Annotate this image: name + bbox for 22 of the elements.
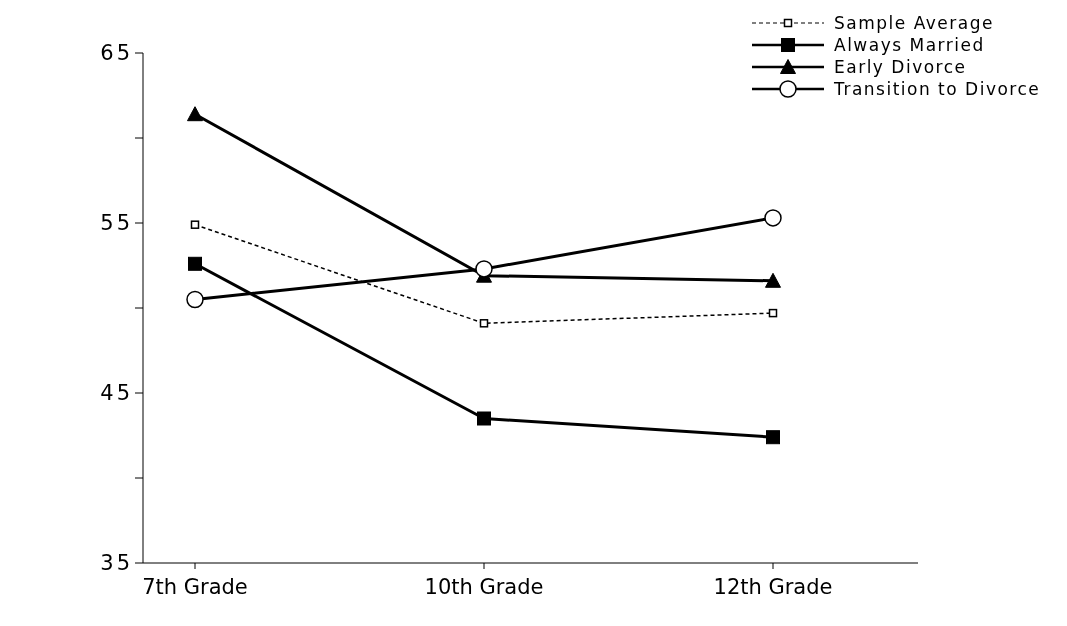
x-tick-label: 12th Grade bbox=[713, 574, 833, 599]
point bbox=[187, 106, 203, 122]
legend-label: Sample Average bbox=[834, 13, 994, 33]
point bbox=[477, 411, 491, 426]
y-tick-label: 45 bbox=[100, 381, 133, 406]
point bbox=[475, 260, 493, 278]
point bbox=[766, 430, 780, 445]
point bbox=[768, 308, 778, 318]
y-tick-label: 65 bbox=[100, 41, 133, 66]
point bbox=[186, 290, 204, 309]
point bbox=[479, 319, 489, 328]
y-tick-label: 55 bbox=[100, 211, 133, 236]
point bbox=[188, 256, 202, 271]
point bbox=[765, 272, 781, 288]
point bbox=[764, 209, 782, 227]
x-tick-label: 7th Grade bbox=[142, 574, 248, 599]
y-tick-label: 35 bbox=[100, 551, 133, 576]
legend-label: Transition to Divorce bbox=[834, 79, 1041, 99]
point bbox=[190, 220, 200, 229]
legend-label: Early Divorce bbox=[834, 57, 967, 77]
x-tick-label: 10th Grade bbox=[424, 574, 544, 599]
legend-label: Always Married bbox=[834, 35, 985, 55]
